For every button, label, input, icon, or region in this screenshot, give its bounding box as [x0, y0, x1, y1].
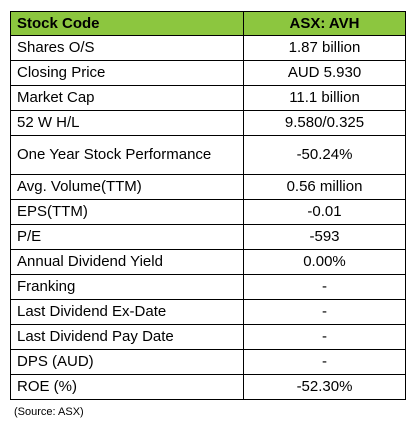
table-row: Shares O/S 1.87 billion — [11, 36, 406, 61]
row-value: -0.01 — [244, 200, 406, 225]
table-row: 52 W H/L 9.580/0.325 — [11, 111, 406, 136]
table-row: ROE (%) -52.30% — [11, 375, 406, 400]
row-label: DPS (AUD) — [11, 350, 244, 375]
row-value: -52.30% — [244, 375, 406, 400]
table-row: Last Dividend Ex-Date - — [11, 300, 406, 325]
row-label: P/E — [11, 225, 244, 250]
row-value: 0.00% — [244, 250, 406, 275]
row-label: Market Cap — [11, 86, 244, 111]
row-value: - — [244, 275, 406, 300]
table-row: Avg. Volume(TTM) 0.56 million — [11, 175, 406, 200]
row-value: 9.580/0.325 — [244, 111, 406, 136]
table-header-row: Stock Code ASX: AVH — [11, 12, 406, 36]
table-row: Annual Dividend Yield 0.00% — [11, 250, 406, 275]
table-row: EPS(TTM) -0.01 — [11, 200, 406, 225]
row-label: Avg. Volume(TTM) — [11, 175, 244, 200]
row-value: 1.87 billion — [244, 36, 406, 61]
table-row: DPS (AUD) - — [11, 350, 406, 375]
row-value: 11.1 billion — [244, 86, 406, 111]
source-note: (Source: ASX) — [14, 406, 84, 418]
row-value: -50.24% — [244, 136, 406, 175]
row-value: -593 — [244, 225, 406, 250]
table-row: Last Dividend Pay Date - — [11, 325, 406, 350]
row-value: - — [244, 350, 406, 375]
table-row: Market Cap 11.1 billion — [11, 86, 406, 111]
row-label: Franking — [11, 275, 244, 300]
row-label: 52 W H/L — [11, 111, 244, 136]
row-value: - — [244, 325, 406, 350]
row-label: ROE (%) — [11, 375, 244, 400]
table-row: One Year Stock Performance -50.24% — [11, 136, 406, 175]
row-label: Closing Price — [11, 61, 244, 86]
row-label: EPS(TTM) — [11, 200, 244, 225]
stock-summary-table: Stock Code ASX: AVH Shares O/S 1.87 bill… — [10, 11, 406, 400]
row-value: AUD 5.930 — [244, 61, 406, 86]
table-row: Franking - — [11, 275, 406, 300]
row-value: 0.56 million — [244, 175, 406, 200]
row-label: One Year Stock Performance — [11, 136, 244, 175]
table-row: Closing Price AUD 5.930 — [11, 61, 406, 86]
header-label: Stock Code — [11, 12, 244, 36]
row-label: Shares O/S — [11, 36, 244, 61]
table-row: P/E -593 — [11, 225, 406, 250]
row-value: - — [244, 300, 406, 325]
row-label: Last Dividend Ex-Date — [11, 300, 244, 325]
header-value: ASX: AVH — [244, 12, 406, 36]
row-label: Last Dividend Pay Date — [11, 325, 244, 350]
row-label: Annual Dividend Yield — [11, 250, 244, 275]
